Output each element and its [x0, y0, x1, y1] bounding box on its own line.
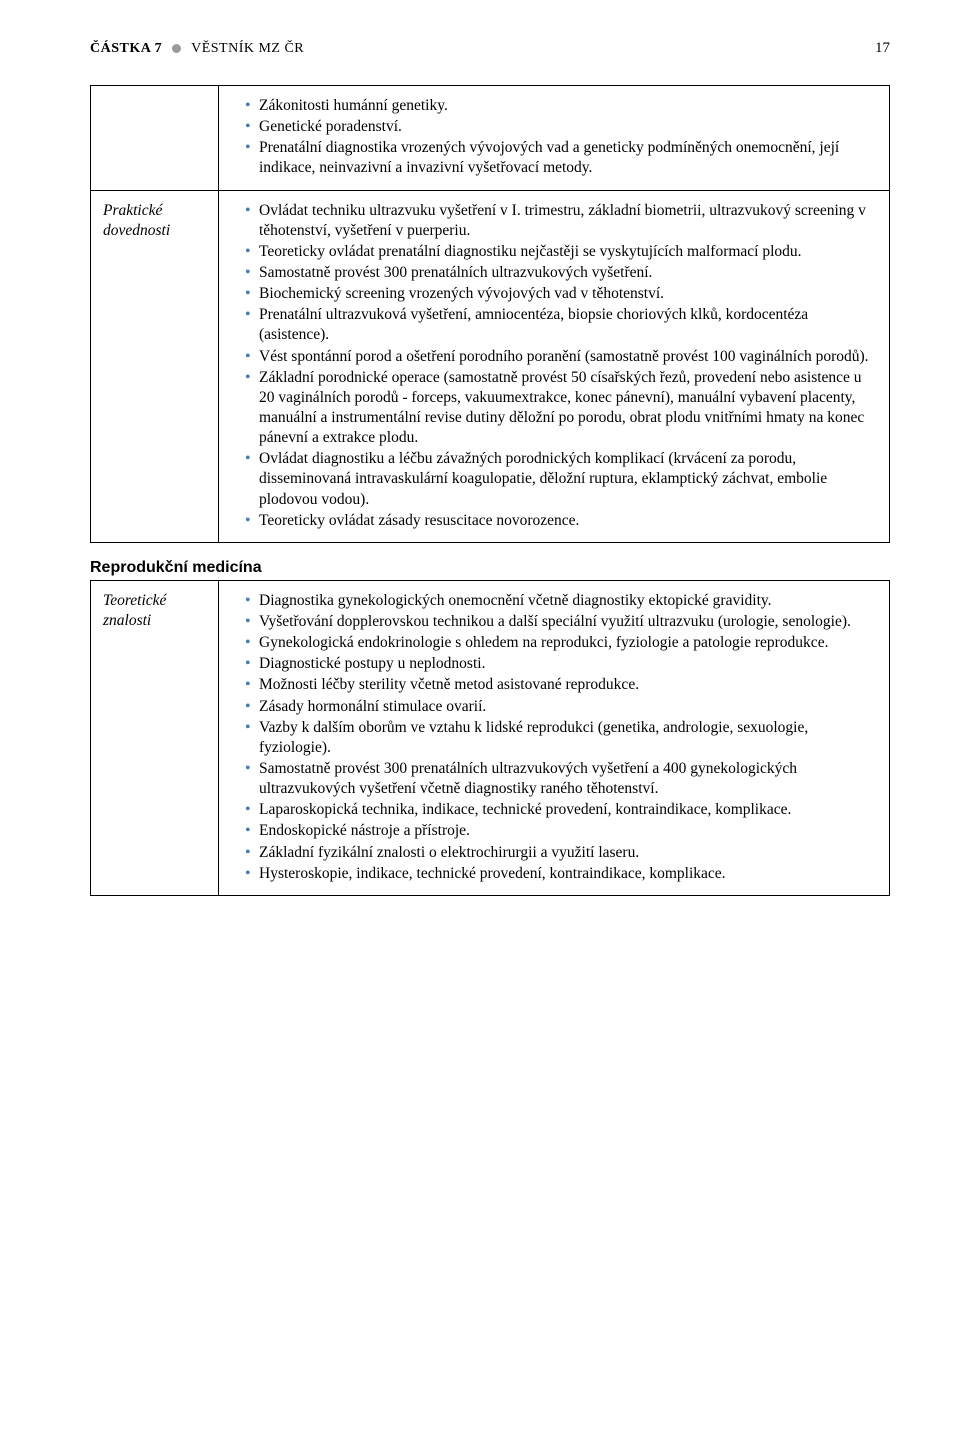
- list-item: Prenatální diagnostika vrozených vývojov…: [245, 138, 877, 178]
- list-item: Základní porodnické operace (samostatně …: [245, 368, 877, 449]
- table-row: Zákonitosti humánní genetiky. Genetické …: [91, 86, 890, 191]
- list-item: Diagnostické postupy u neplodnosti.: [245, 654, 877, 674]
- list-item: Diagnostika gynekologických onemocnění v…: [245, 591, 877, 611]
- list-item: Vést spontánní porod a ošetření porodníh…: [245, 347, 877, 367]
- list-item: Vyšetřování dopplerovskou technikou a da…: [245, 612, 877, 632]
- list-item: Prenatální ultrazvuková vyšetření, amnio…: [245, 305, 877, 345]
- list-item: Laparoskopická technika, indikace, techn…: [245, 800, 877, 820]
- list-item: Hysteroskopie, indikace, technické prove…: [245, 864, 877, 884]
- bullet-list: Ovládat techniku ultrazvuku vyšetření v …: [231, 201, 877, 531]
- label-cell-teoreticke: Teoretické znalosti: [91, 580, 219, 895]
- list-item: Genetické poradenství.: [245, 117, 877, 137]
- bullet-list: Zákonitosti humánní genetiky. Genetické …: [231, 96, 877, 179]
- list-item: Samostatně provést 300 prenatálních ultr…: [245, 263, 877, 283]
- list-item: Biochemický screening vrozených vývojový…: [245, 284, 877, 304]
- list-item: Vazby k dalším oborům ve vztahu k lidské…: [245, 718, 877, 758]
- label-cell-prakticke: Praktické dovednosti: [91, 190, 219, 542]
- bullet-list: Diagnostika gynekologických onemocnění v…: [231, 591, 877, 884]
- header-vestnik: VĚSTNÍK MZ ČR: [191, 41, 304, 57]
- content-cell: Zákonitosti humánní genetiky. Genetické …: [219, 86, 890, 191]
- list-item: Základní fyzikální znalosti o elektrochi…: [245, 843, 877, 863]
- list-item: Ovládat diagnostiku a léčbu závažných po…: [245, 449, 877, 509]
- content-cell: Ovládat techniku ultrazvuku vyšetření v …: [219, 190, 890, 542]
- page-number: 17: [875, 40, 890, 57]
- header-left: ČÁSTKA 7 VĚSTNÍK MZ ČR: [90, 41, 304, 57]
- content-cell: Diagnostika gynekologických onemocnění v…: [219, 580, 890, 895]
- table-teoreticke: Teoretické znalosti Diagnostika gynekolo…: [90, 580, 890, 896]
- section-heading-reprodukcni: Reprodukční medicína: [90, 559, 890, 577]
- page-header: ČÁSTKA 7 VĚSTNÍK MZ ČR 17: [90, 40, 890, 57]
- label-cell-empty: [91, 86, 219, 191]
- list-item: Gynekologická endokrinologie s ohledem n…: [245, 633, 877, 653]
- list-item: Teoreticky ovládat prenatální diagnostik…: [245, 242, 877, 262]
- list-item: Samostatně provést 300 prenatálních ultr…: [245, 759, 877, 799]
- table-row: Praktické dovednosti Ovládat techniku ul…: [91, 190, 890, 542]
- list-item: Zákonitosti humánní genetiky.: [245, 96, 877, 116]
- header-dot-icon: [172, 44, 181, 53]
- header-castka: ČÁSTKA 7: [90, 41, 162, 57]
- list-item: Endoskopické nástroje a přístroje.: [245, 821, 877, 841]
- list-item: Ovládat techniku ultrazvuku vyšetření v …: [245, 201, 877, 241]
- table-prakticke: Zákonitosti humánní genetiky. Genetické …: [90, 85, 890, 543]
- list-item: Teoreticky ovládat zásady resuscitace no…: [245, 511, 877, 531]
- list-item: Zásady hormonální stimulace ovarií.: [245, 697, 877, 717]
- list-item: Možnosti léčby sterility včetně metod as…: [245, 675, 877, 695]
- table-row: Teoretické znalosti Diagnostika gynekolo…: [91, 580, 890, 895]
